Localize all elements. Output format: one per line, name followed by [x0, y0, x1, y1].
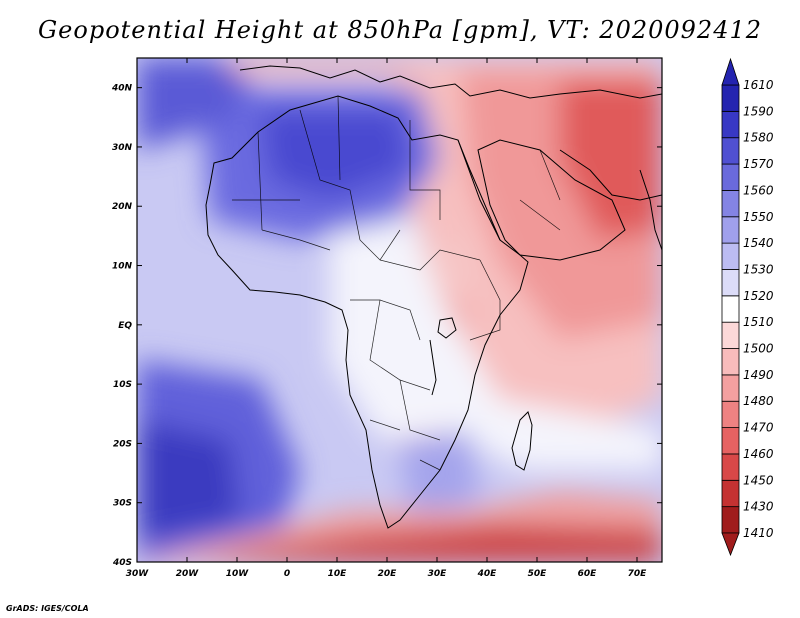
grads-credit: GrADS: IGES/COLA [6, 604, 89, 613]
colorbar-label: 1610 [743, 78, 774, 92]
lon-tick-label: 40E [477, 569, 498, 579]
colorbar-label: 1470 [743, 421, 774, 435]
lon-tick-label: 10E [328, 569, 348, 579]
longitude-axis: 30W 20W 10W 0 10E 20E 30E 40E 50E 60E 70E [126, 58, 647, 579]
lat-tick-label: 30S [113, 499, 132, 509]
colorbar-label: 1520 [743, 289, 774, 303]
colorbar: 1410 1430 1450 1460 1470 1480 1490 1500 1510 1520… [721, 57, 774, 557]
lon-tick-label: 30W [126, 569, 150, 579]
colorbar-swatch [721, 84, 740, 112]
colorbar-swatch [721, 110, 740, 139]
colorbar-label: 1450 [743, 473, 774, 487]
lon-tick-label: 10W [226, 569, 250, 579]
lon-tick-label: 70E [628, 569, 648, 579]
lat-tick-label: 20N [112, 202, 133, 212]
colorbar-label: 1530 [743, 262, 774, 276]
colorbar-label: 1580 [743, 131, 774, 145]
colorbar-label: 1560 [743, 183, 774, 197]
lat-tick-label: 40N [111, 84, 133, 94]
lon-tick-label: 60E [578, 569, 598, 579]
country-borders [232, 95, 561, 471]
lon-tick-label: 50E [528, 569, 548, 579]
colorbar-swatch [721, 506, 740, 534]
colorbar-max-arrow [721, 57, 740, 86]
colorbar-swatch [721, 348, 740, 376]
colorbar-swatch [721, 163, 740, 191]
lat-tick-label: 20S [113, 439, 132, 449]
lon-tick-label: 30E [428, 569, 448, 579]
colorbar-swatch [721, 427, 740, 455]
colorbar-label: 1490 [743, 368, 774, 382]
colorbar-swatch [721, 374, 740, 402]
lat-tick-label: 30N [112, 143, 133, 153]
colorbar-label: 1510 [743, 315, 774, 329]
colorbar-swatch [721, 295, 740, 323]
colorbar-swatch [721, 269, 740, 297]
colorbar-label: 1500 [743, 342, 774, 356]
colorbar-swatch [721, 400, 740, 428]
latitude-axis: 40S 30S 20S 10S EQ 10N 20N 30N 40N [111, 84, 662, 568]
map-title: Geopotential Height at 850hPa [gpm], VT:… [38, 16, 762, 44]
colorbar-label: 1590 [743, 104, 774, 118]
map-frame [136, 57, 663, 563]
height-field [137, 58, 662, 562]
colorbar-swatch [721, 216, 740, 244]
colorbar-label: 1460 [743, 447, 774, 461]
lat-tick-label: 10N [112, 262, 133, 272]
colorbar-swatch [721, 190, 740, 218]
lat-tick-label: EQ [118, 321, 132, 331]
lat-tick-label: 40S [112, 558, 132, 568]
lon-tick-label: 20W [176, 569, 200, 579]
colorbar-label: 1480 [743, 394, 774, 408]
lat-tick-label: 10S [113, 380, 132, 390]
lon-tick-label: 20E [378, 569, 398, 579]
colorbar-label: 1410 [743, 526, 774, 540]
lon-tick-label: 0 [284, 569, 290, 579]
colorbar-swatch [721, 321, 740, 349]
colorbar-label: 1540 [743, 236, 774, 250]
colorbar-swatch [721, 242, 740, 270]
colorbar-label: 1430 [743, 500, 774, 514]
colorbar-label: 1570 [743, 157, 774, 171]
colorbar-min-arrow [721, 532, 740, 557]
colorbar-swatch [721, 453, 740, 481]
colorbar-label: 1550 [743, 210, 774, 224]
colorbar-swatch [721, 479, 740, 508]
colorbar-swatch [721, 137, 740, 165]
